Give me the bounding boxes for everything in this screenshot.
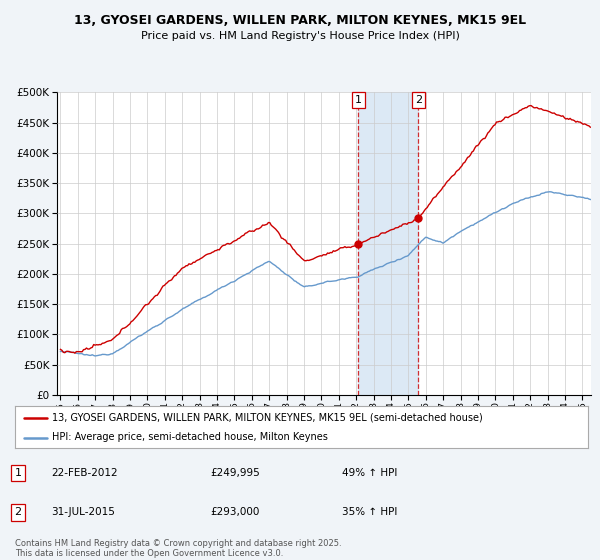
Text: Price paid vs. HM Land Registry's House Price Index (HPI): Price paid vs. HM Land Registry's House … — [140, 31, 460, 41]
Text: 1: 1 — [14, 468, 22, 478]
Text: HPI: Average price, semi-detached house, Milton Keynes: HPI: Average price, semi-detached house,… — [52, 432, 328, 442]
Text: 35% ↑ HPI: 35% ↑ HPI — [342, 507, 397, 517]
Text: 49% ↑ HPI: 49% ↑ HPI — [342, 468, 397, 478]
Text: 13, GYOSEI GARDENS, WILLEN PARK, MILTON KEYNES, MK15 9EL: 13, GYOSEI GARDENS, WILLEN PARK, MILTON … — [74, 14, 526, 27]
Text: 22-FEB-2012: 22-FEB-2012 — [51, 468, 118, 478]
Text: 13, GYOSEI GARDENS, WILLEN PARK, MILTON KEYNES, MK15 9EL (semi-detached house): 13, GYOSEI GARDENS, WILLEN PARK, MILTON … — [52, 413, 483, 423]
Text: 2: 2 — [14, 507, 22, 517]
Text: 2: 2 — [415, 95, 422, 105]
Text: 1: 1 — [355, 95, 362, 105]
Text: Contains HM Land Registry data © Crown copyright and database right 2025.
This d: Contains HM Land Registry data © Crown c… — [15, 539, 341, 558]
Text: £249,995: £249,995 — [210, 468, 260, 478]
Text: £293,000: £293,000 — [210, 507, 259, 517]
Bar — [358, 92, 418, 395]
Text: 31-JUL-2015: 31-JUL-2015 — [51, 507, 115, 517]
